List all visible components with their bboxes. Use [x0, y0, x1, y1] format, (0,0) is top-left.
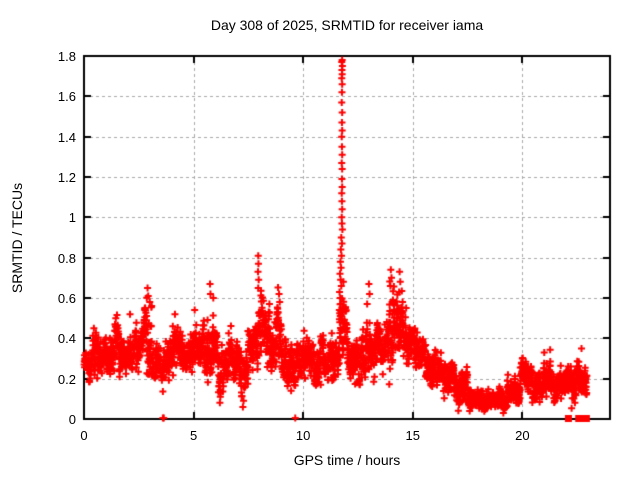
x-tick-label: 20 [515, 428, 530, 443]
y-tick-label: 1.2 [57, 170, 76, 185]
y-axis-label: SRMTID / TECUs [9, 182, 25, 294]
y-tick-label: 1.4 [57, 129, 76, 145]
y-tick-label: 0.6 [57, 291, 76, 306]
y-tick-label: 0.2 [57, 371, 76, 387]
x-tick-label: 10 [295, 428, 311, 443]
y-tick-label: 1.6 [57, 89, 76, 105]
x-tick-label: 5 [189, 428, 198, 443]
y-tick-label: 0.4 [57, 331, 76, 347]
y-tick-label: 1.8 [57, 49, 76, 64]
y-tick-label: 0 [68, 412, 76, 427]
y-tick-label: 0.8 [57, 250, 76, 266]
y-tick-label: 1 [68, 210, 76, 226]
x-tick-label: 15 [405, 428, 420, 443]
x-tick-label: 0 [80, 428, 88, 443]
chart-title: Day 308 of 2025, SRMTID for receiver iam… [210, 17, 484, 33]
x-axis-label: GPS time / hours [293, 452, 401, 468]
